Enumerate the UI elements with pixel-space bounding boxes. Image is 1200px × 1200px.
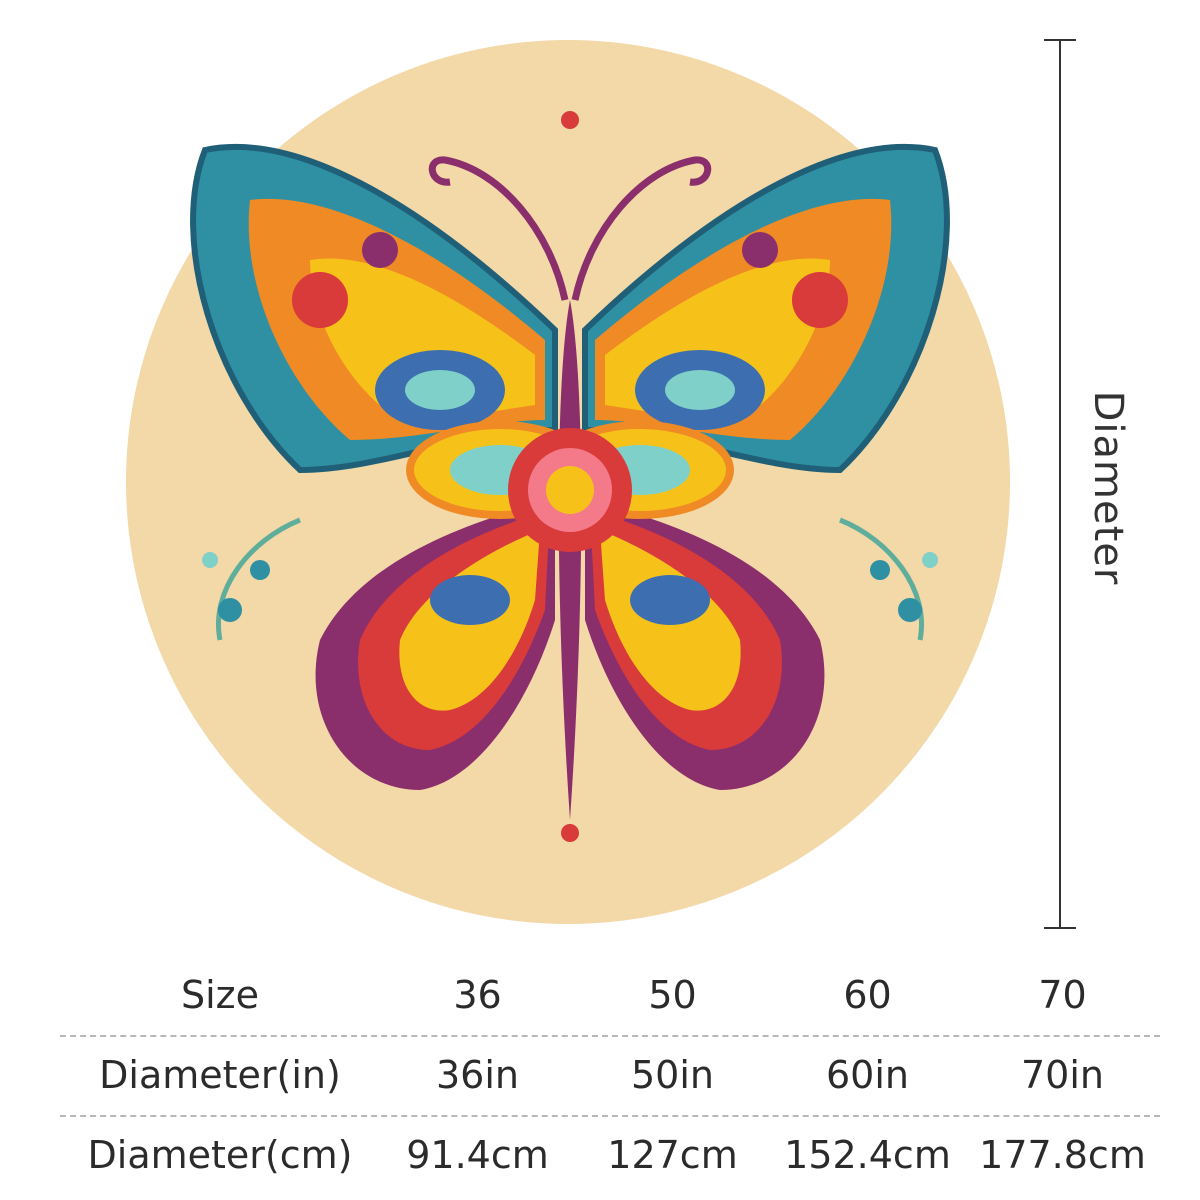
table-cell: 60 — [843, 973, 892, 1017]
butterfly-graphic — [190, 111, 950, 842]
table-cell: 152.4cm — [784, 1133, 951, 1177]
table-cell: 50in — [631, 1053, 714, 1097]
table-cell: 177.8cm — [979, 1133, 1146, 1177]
table-cell: 70 — [1038, 973, 1087, 1017]
table-cell: 127cm — [607, 1133, 738, 1177]
diameter-dimension-line — [1044, 39, 1076, 929]
table-cell: 70in — [1021, 1053, 1104, 1097]
table-cell: 60in — [826, 1053, 909, 1097]
table-row: Diameter(cm) 91.4cm 127cm 152.4cm 177.8c… — [60, 1115, 1160, 1195]
row-label: Diameter(in) — [99, 1053, 341, 1097]
table-cell: 36 — [453, 973, 502, 1017]
product-illustration — [126, 39, 1076, 929]
diameter-label: Diameter — [1085, 390, 1131, 586]
table-row: Diameter(in) 36in 50in 60in 70in — [60, 1035, 1160, 1117]
table-cell: 91.4cm — [406, 1133, 549, 1177]
size-chart-table: Size 36 50 60 70 Diameter(in) 36in 50in … — [60, 955, 1160, 1195]
row-label: Diameter(cm) — [87, 1133, 353, 1177]
table-cell: 50 — [648, 973, 697, 1017]
table-row: Size 36 50 60 70 — [60, 955, 1160, 1037]
table-cell: 36in — [436, 1053, 519, 1097]
row-label: Size — [180, 973, 259, 1017]
